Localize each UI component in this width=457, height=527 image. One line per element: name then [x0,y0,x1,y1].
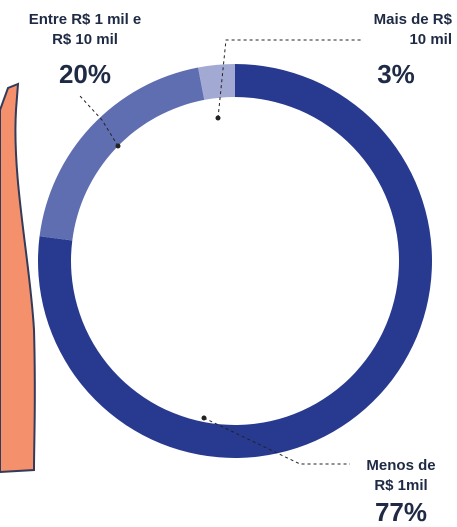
data-label: 3% [377,59,415,89]
legend-label: Menos de R$ 1mil [366,457,436,494]
leader-dots [115,115,221,421]
donut-segment [39,67,205,241]
leader-dot [201,415,207,421]
donut [37,64,432,458]
leader-dot [115,143,121,149]
legend-label: Mais de R$ 10 mil [373,11,452,48]
decoration [0,82,36,474]
leader-line [79,95,119,147]
leader-lines [79,39,362,465]
data-label: 20% [58,59,112,89]
leader-dot [215,115,221,121]
donut-segment [198,64,235,100]
legend-label: Entre R$ 1 mil e R$ 10 mil [28,11,142,48]
leader-line [217,39,362,119]
data-label: 77% [374,497,428,527]
leader-line [203,417,350,465]
